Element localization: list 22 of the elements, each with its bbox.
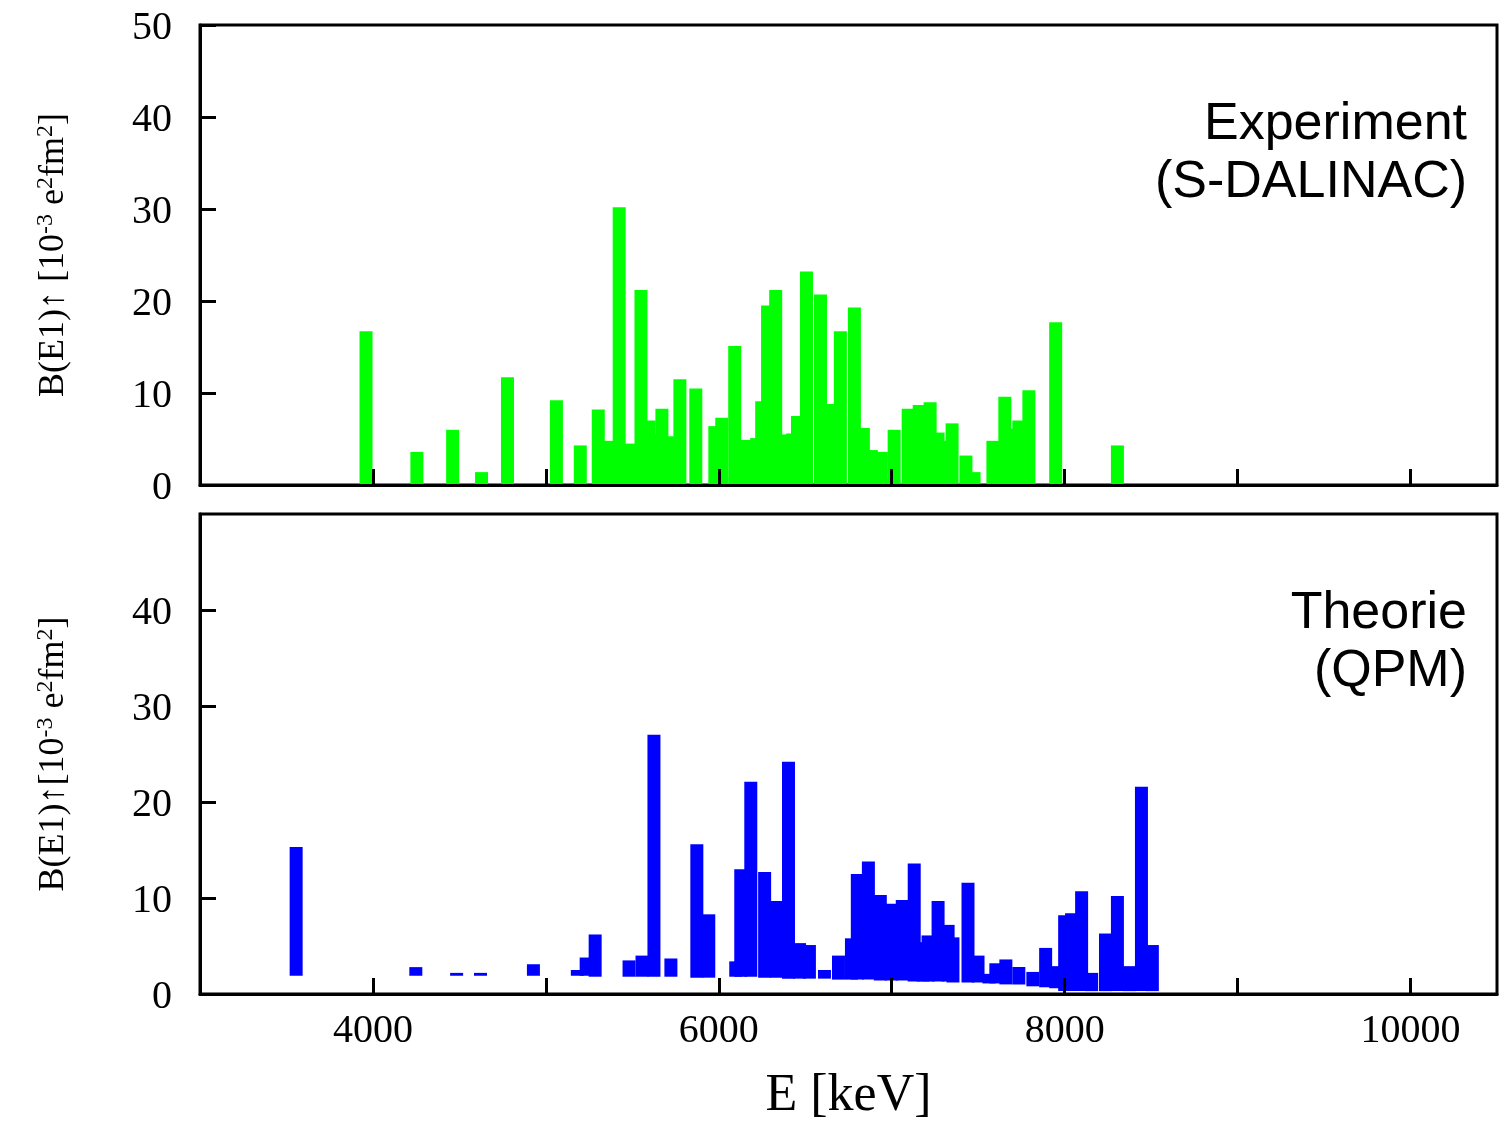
x-axis-title: E [keV] [765,1063,932,1121]
y-axis-title: B(E1)↑ [10-3 e2fm2] [31,113,71,397]
y-tick-label: 40 [132,94,172,140]
y-tick-label: 30 [132,186,172,232]
y-axis-title: B(E1)↑[10-3 e2fm2] [31,616,71,892]
annotation: (QPM) [1313,639,1468,697]
x-tick-label: 10000 [1360,1005,1461,1051]
y-tick-label: 20 [132,278,172,324]
x-tick-label: 4000 [332,1005,413,1051]
y-tick-label: 10 [132,875,172,921]
x-tick-label: 6000 [678,1005,759,1051]
y-tick-label: 30 [132,683,172,729]
x-tick-label: 8000 [1024,1005,1105,1051]
annotation: Experiment [1204,92,1468,150]
y-tick-label: 10 [132,370,172,416]
y-tick-label: 50 [132,2,172,48]
annotation: Theorie [1290,581,1467,639]
y-tick-label: 40 [132,587,172,633]
y-tick-label: 0 [152,462,172,508]
y-tick-label: 20 [132,779,172,825]
y-tick-label: 0 [152,971,172,1017]
annotation: (S-DALINAC) [1154,150,1467,208]
